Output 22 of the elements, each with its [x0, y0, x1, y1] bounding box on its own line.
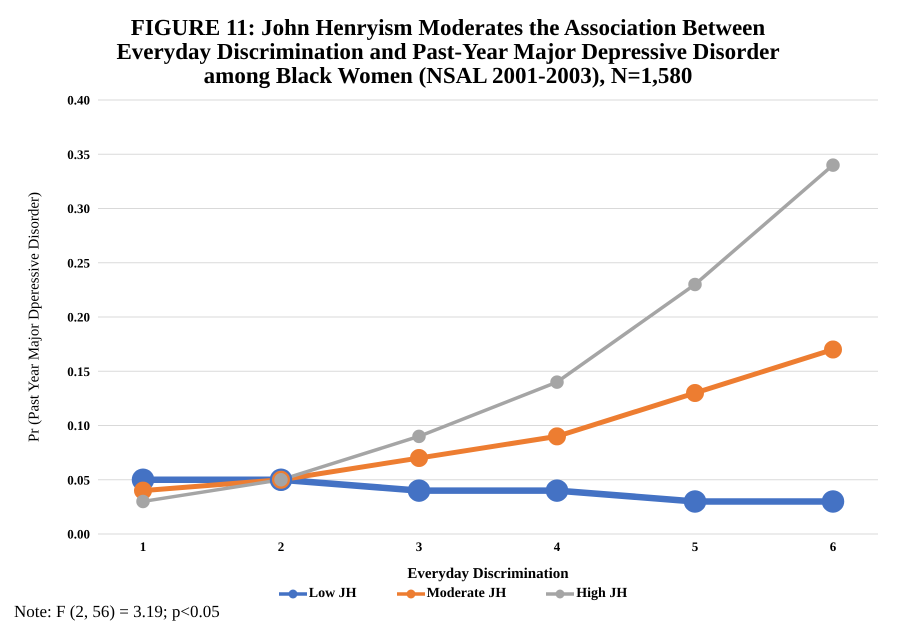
- y-tick-label: 0.20: [67, 310, 90, 325]
- y-tick-label: 0.15: [67, 364, 90, 379]
- y-tick-label: 0.25: [67, 255, 90, 270]
- y-tick-label: 0.40: [67, 92, 90, 108]
- x-axis-title: Everyday Discrimination: [407, 566, 570, 582]
- text: Note: F (2, 56) = 3.19; p<0.05: [13, 602, 221, 622]
- y-tick-label: 0.10: [67, 418, 90, 434]
- legend-label: High JH: [576, 586, 628, 602]
- y-tick-label: 0.00: [67, 526, 90, 542]
- legend-label: Low JH: [308, 586, 357, 602]
- y-tick-label: 0.05: [67, 472, 90, 488]
- x-tick-label: 4: [554, 539, 561, 554]
- y-tick-label: 0.30: [67, 201, 90, 216]
- x-tick-label: 1: [140, 539, 146, 554]
- chart-title: FIGURE 11: John Henryism Moderates the Association Between Everyday Discrimination and Past-Year Major Depressive Disorder among Black Women (NSAL 2001-2003), N=1,580: [115, 14, 781, 90]
- x-tick-label: 3: [416, 539, 423, 554]
- y-tick-label: 0.35: [67, 146, 90, 162]
- x-tick-label: 5: [692, 539, 699, 554]
- x-tick-label: 6: [830, 539, 837, 554]
- legend-label: Moderate JH: [426, 586, 506, 602]
- y-axis-title: Pr (Past Year Major Dperessive Disorder): [26, 192, 42, 442]
- x-tick-label: 2: [278, 539, 284, 554]
